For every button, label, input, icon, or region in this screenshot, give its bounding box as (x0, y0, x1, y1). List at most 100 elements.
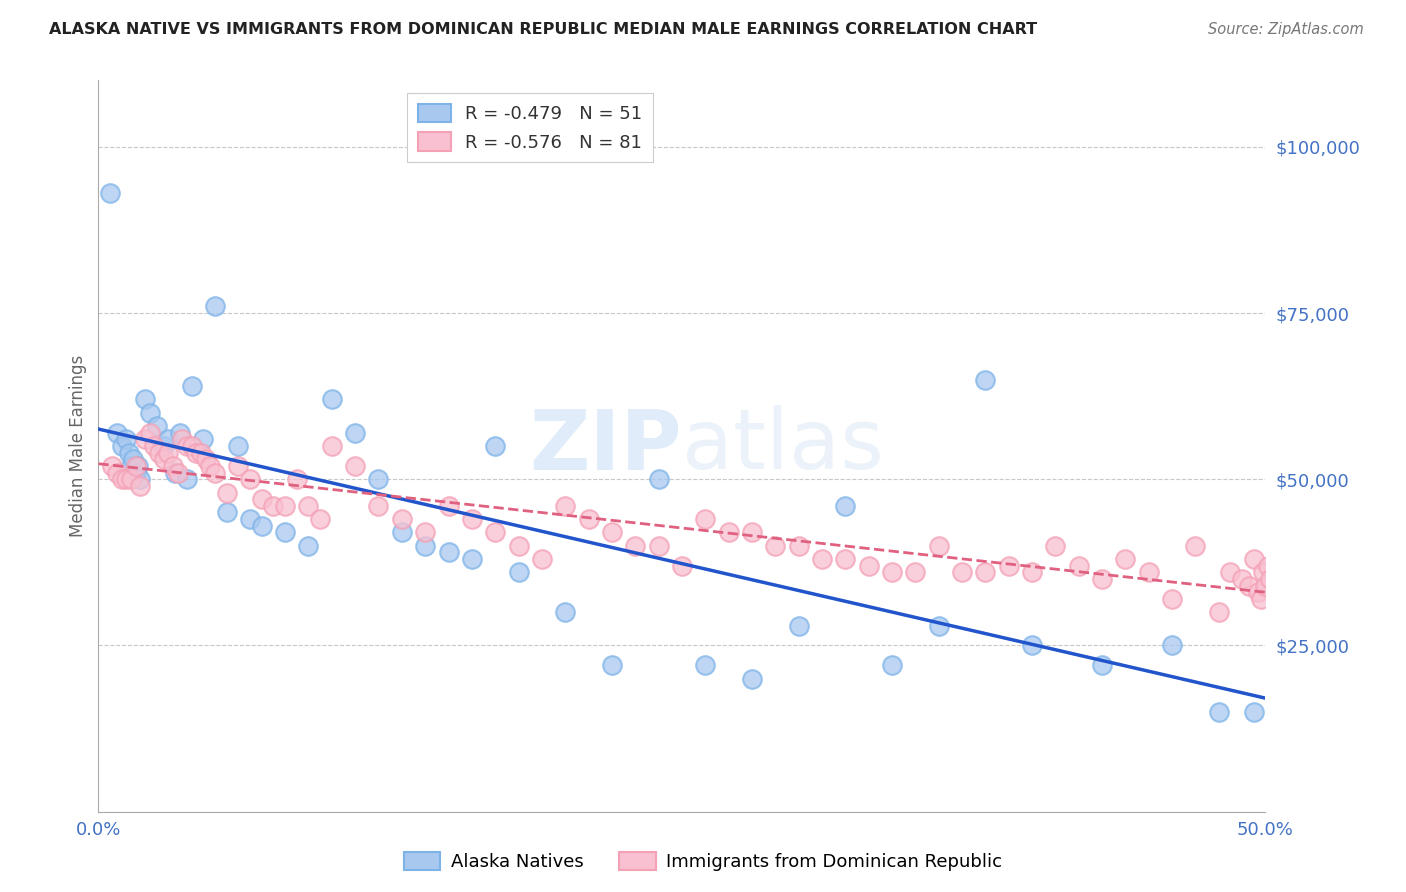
Point (105, 466, 128, 480)
Point (157, 445, 180, 459)
Point (148, 445, 170, 459)
Point (437, 499, 460, 513)
Point (274, 525, 297, 540)
Point (344, 425, 367, 440)
Point (928, 539, 950, 553)
Point (215, 506, 238, 520)
Point (413, 525, 436, 540)
Point (180, 379, 202, 393)
Point (228, 458, 250, 473)
Point (413, 539, 436, 553)
Point (1247, 585, 1270, 599)
Point (391, 512, 413, 526)
Point (647, 472, 669, 486)
Point (139, 406, 162, 420)
Point (129, 479, 152, 493)
Point (194, 452, 217, 467)
Point (176, 439, 198, 453)
Point (134, 392, 156, 407)
Point (125, 466, 148, 480)
Point (1114, 552, 1136, 566)
Point (530, 552, 553, 566)
Point (997, 558, 1019, 573)
Point (1208, 605, 1230, 619)
Point (1219, 566, 1241, 580)
Point (262, 499, 284, 513)
Point (111, 439, 134, 453)
Point (215, 485, 238, 500)
Point (176, 472, 198, 486)
Point (1243, 705, 1265, 719)
Point (274, 499, 297, 513)
Point (484, 525, 506, 540)
Point (200, 458, 222, 473)
Point (391, 525, 413, 540)
Point (974, 566, 997, 580)
Point (186, 445, 208, 459)
Point (787, 618, 810, 632)
Point (695, 512, 717, 526)
Point (118, 445, 141, 459)
Point (600, 525, 623, 540)
Point (1251, 566, 1274, 580)
Y-axis label: Median Male Earnings: Median Male Earnings (69, 355, 87, 537)
Point (321, 392, 343, 407)
Point (461, 512, 484, 526)
Point (239, 512, 262, 526)
Point (1243, 552, 1265, 566)
Point (204, 299, 226, 313)
Point (1021, 566, 1043, 580)
Point (1067, 558, 1090, 573)
Point (228, 439, 250, 453)
Point (787, 539, 810, 553)
Point (974, 372, 997, 386)
Point (165, 466, 187, 480)
Point (811, 552, 834, 566)
Point (600, 658, 623, 673)
Point (120, 472, 142, 486)
Text: ZIP: ZIP (530, 406, 682, 486)
Point (297, 499, 319, 513)
Point (122, 452, 145, 467)
Point (157, 433, 180, 447)
Point (1021, 639, 1043, 653)
Point (101, 458, 124, 473)
Point (239, 472, 262, 486)
Point (367, 499, 389, 513)
Point (717, 525, 740, 540)
Point (105, 425, 128, 440)
Point (1237, 579, 1260, 593)
Point (437, 545, 460, 559)
Point (1137, 566, 1160, 580)
Point (695, 658, 717, 673)
Point (508, 566, 530, 580)
Point (115, 433, 138, 447)
Point (1184, 539, 1206, 553)
Point (152, 452, 174, 467)
Point (904, 566, 927, 580)
Point (1091, 572, 1114, 586)
Point (1208, 705, 1230, 719)
Point (98, 186, 121, 201)
Point (111, 472, 134, 486)
Point (763, 539, 786, 553)
Point (162, 458, 184, 473)
Point (125, 458, 148, 473)
Point (578, 512, 600, 526)
Point (1045, 539, 1067, 553)
Point (152, 439, 174, 453)
Point (834, 552, 856, 566)
Text: atlas: atlas (682, 406, 883, 486)
Point (297, 539, 319, 553)
Point (1258, 572, 1281, 586)
Point (193, 433, 215, 447)
Point (554, 499, 576, 513)
Point (172, 433, 194, 447)
Point (146, 419, 169, 434)
Point (508, 539, 530, 553)
Text: Source: ZipAtlas.com: Source: ZipAtlas.com (1208, 22, 1364, 37)
Point (880, 566, 903, 580)
Point (1161, 639, 1184, 653)
Point (285, 472, 308, 486)
Point (554, 605, 576, 619)
